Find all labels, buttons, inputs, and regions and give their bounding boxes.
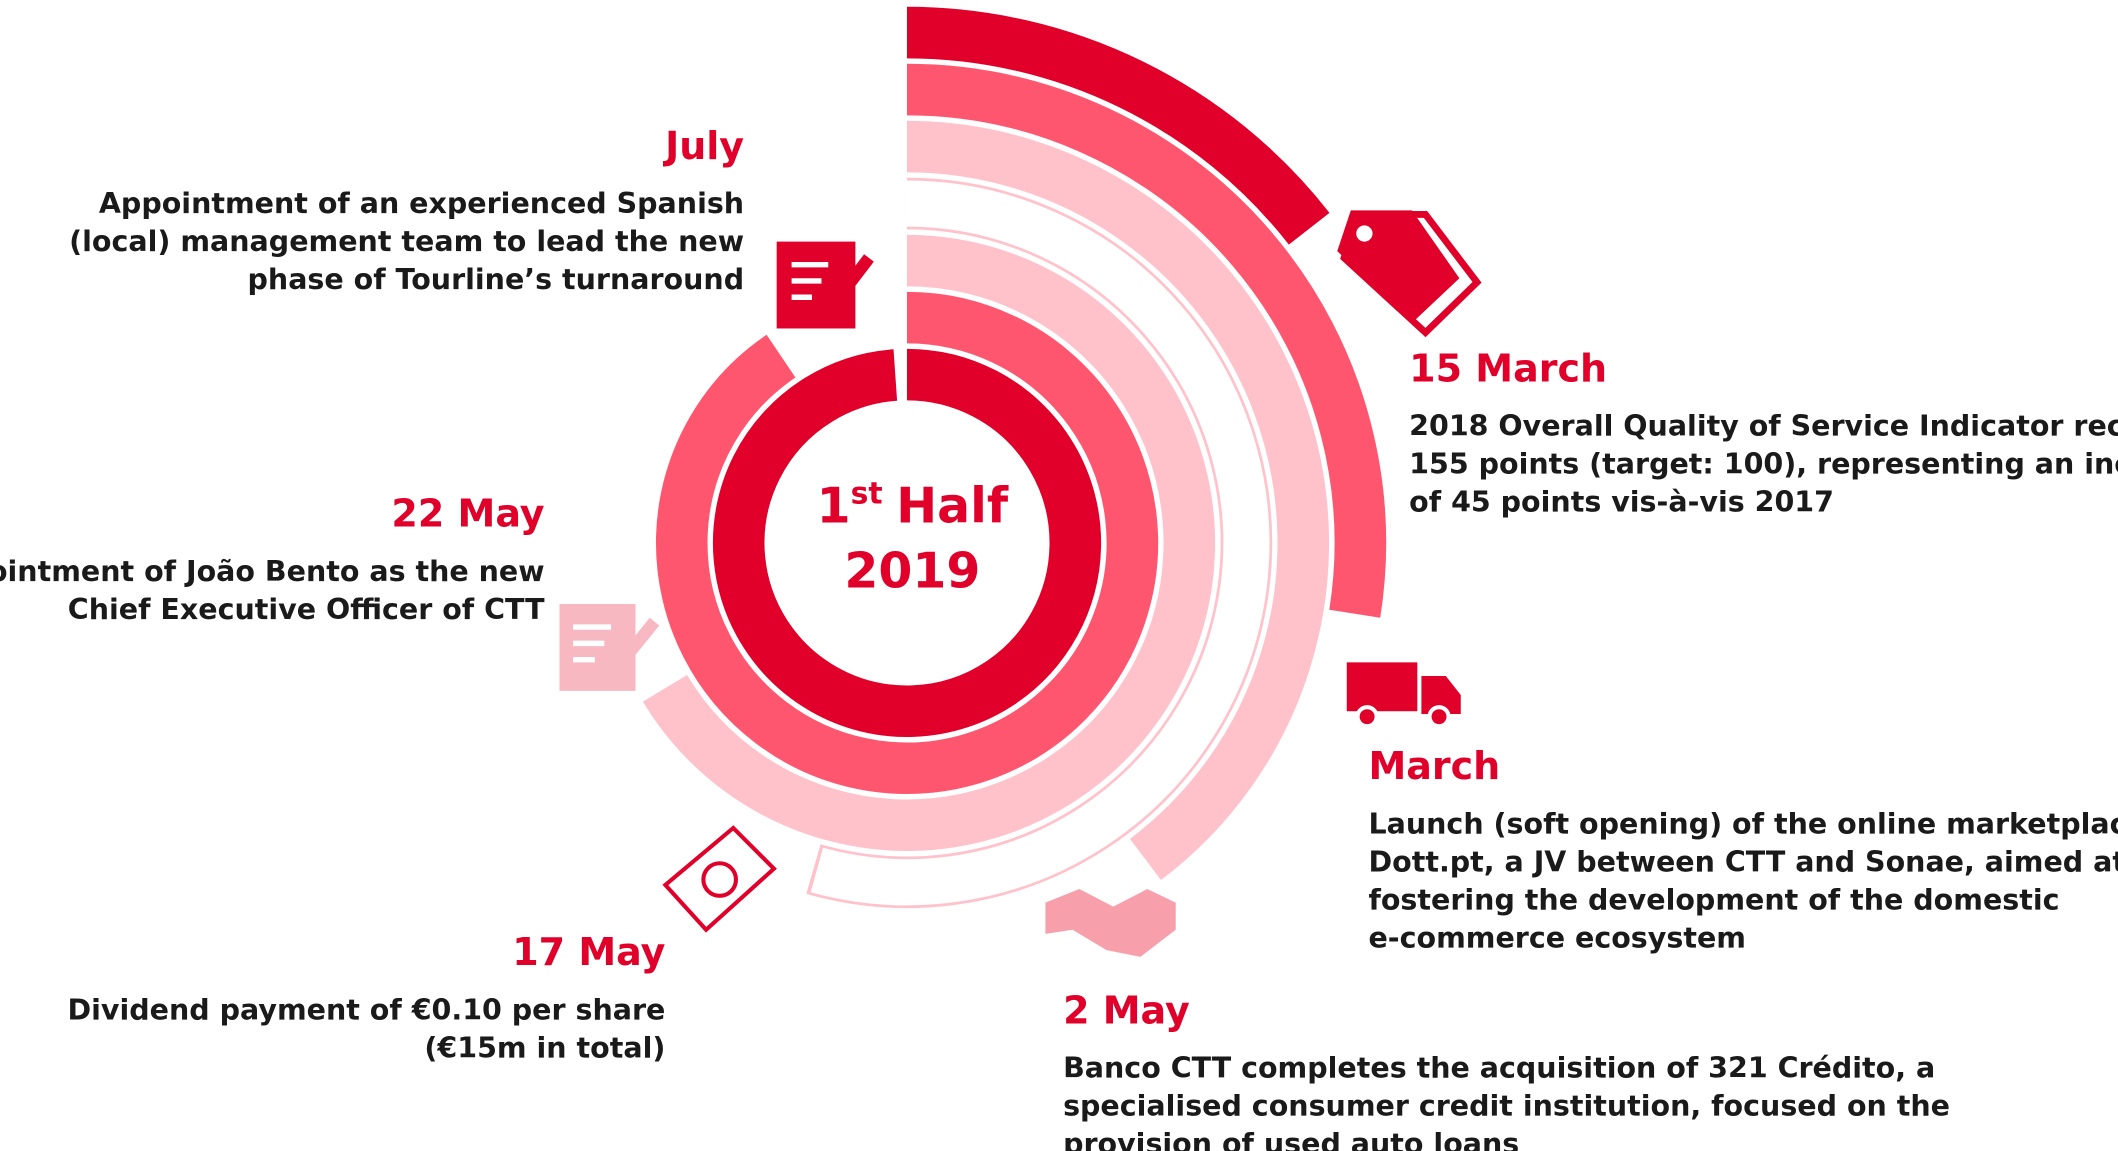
event-text: Appointment of an experienced Spanish [99,187,744,220]
document-icon [776,241,874,329]
event-date: 15 March [1409,346,1607,390]
event-date: 17 May [512,930,665,974]
event-date: March [1368,744,1500,788]
event-text: phase of Tourline’s turnaround [248,263,745,296]
event-text: (local) management team to lead the new [69,225,744,258]
event-text: Banco CTT completes the acquisition of 3… [1063,1052,1935,1085]
event-text: provision of used auto loans [1063,1128,1519,1151]
center-year: 2019 [844,543,980,600]
event-date: 2 May [1063,988,1190,1032]
event-text: Appointment of João Bento as the new [0,555,545,588]
ring-arc [906,6,1330,245]
truck-icon [1346,662,1461,729]
tag-icon [1337,210,1482,338]
document-icon [559,604,660,691]
event-text: 155 points (target: 100), representing a… [1409,448,2118,481]
event-text: fostering the development of the domesti… [1368,883,2059,916]
event-text: 2018 Overall Quality of Service Indicato… [1409,410,2118,443]
event-text: Launch (soft opening) of the online mark… [1368,807,2118,840]
ring-arc [655,291,1159,795]
ring-arc [712,348,1102,738]
money-icon [662,825,777,933]
ring-arc [906,63,1387,618]
event-text: specialised consumer credit institution,… [1063,1090,1950,1123]
center-number: 1 [817,478,851,535]
event-text: Chief Executive Officer of CTT [68,593,545,626]
center-rest: Half [896,478,1009,535]
ring-arc [906,120,1330,881]
ring-arc-inner [810,180,1270,906]
event-text: (€15m in total) [424,1031,665,1064]
event-text: Dividend payment of €0.10 per share [68,993,666,1026]
center-suffix: st [851,477,883,512]
ring-arc [642,234,1216,852]
event-date: July [662,124,744,168]
rings [642,6,1387,909]
handshake-icon [1045,889,1176,957]
event-date: 22 May [391,492,544,536]
event-text: e-commerce ecosystem [1368,921,1746,954]
center-title: 1st Half [817,477,1009,535]
events: July Appointment of an experienced Spanis… [0,124,2118,1151]
event-text: of 45 points vis-à-vis 2017 [1409,486,1834,519]
event-text: Dott.pt, a JV between CTT and Sonae, aim… [1368,845,2118,878]
